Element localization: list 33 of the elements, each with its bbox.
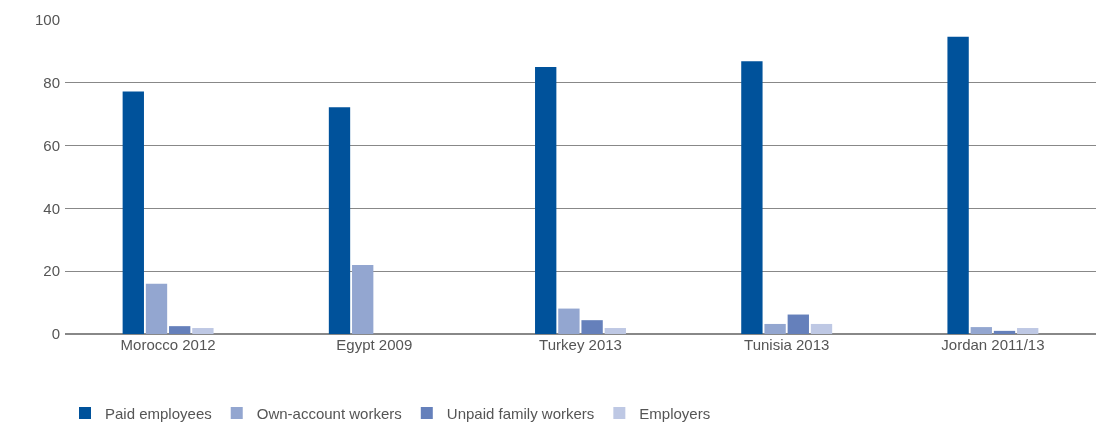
bar [993, 330, 1016, 334]
bar [352, 264, 374, 334]
x-tick-label: Morocco 2012 [120, 336, 216, 353]
x-tick-label: Turkey 2013 [539, 336, 622, 353]
bar [810, 323, 833, 334]
y-tick-label: 0 [51, 325, 60, 343]
y-tick-label: 60 [43, 136, 60, 154]
y-tick-label: 80 [43, 74, 60, 92]
y-tick-label: 20 [43, 262, 60, 280]
x-tick-label: Tunisia 2013 [744, 336, 830, 353]
y-tick-label: 100 [34, 11, 60, 29]
x-tick-label: Egypt 2009 [336, 336, 413, 353]
bar [535, 67, 557, 334]
legend-label: Unpaid family workers [446, 404, 595, 422]
bar [145, 283, 168, 334]
bar [122, 91, 144, 334]
bar [741, 61, 763, 334]
bar [947, 36, 969, 334]
bar [787, 314, 809, 334]
bar [192, 328, 214, 334]
y-tick-label: 40 [43, 199, 60, 217]
bar [581, 320, 603, 334]
bar [764, 323, 786, 334]
bar [604, 328, 626, 334]
bar [169, 326, 191, 334]
bar [1017, 328, 1039, 334]
legend-label: Paid employees [105, 404, 212, 422]
bar [558, 308, 580, 334]
bar [328, 107, 351, 334]
legend-label: Employers [639, 404, 711, 422]
legend-label: Own-account workers [256, 404, 402, 422]
bar [970, 327, 992, 334]
x-tick-label: Jordan 2011/13 [941, 336, 1045, 353]
